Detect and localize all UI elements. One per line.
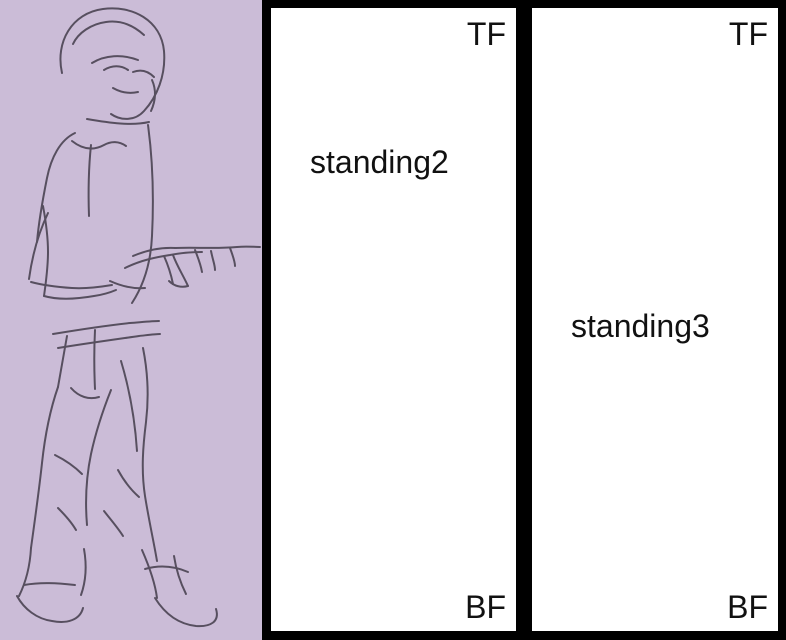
top-frame-label: TF <box>466 16 506 52</box>
frame-pose-label: standing2 <box>310 144 449 180</box>
bottom-frame-label: BF <box>465 589 506 625</box>
animation-frame-standing3: TF standing3 BF <box>532 8 778 631</box>
frame-pose-label: standing3 <box>571 308 710 344</box>
pencil-drawn-character-icon <box>16 7 261 628</box>
animation-frame-standing2: TF standing2 BF <box>271 8 516 631</box>
bottom-frame-label: BF <box>727 589 768 625</box>
character-sketch-panel <box>0 0 262 640</box>
top-frame-label: TF <box>728 16 768 52</box>
